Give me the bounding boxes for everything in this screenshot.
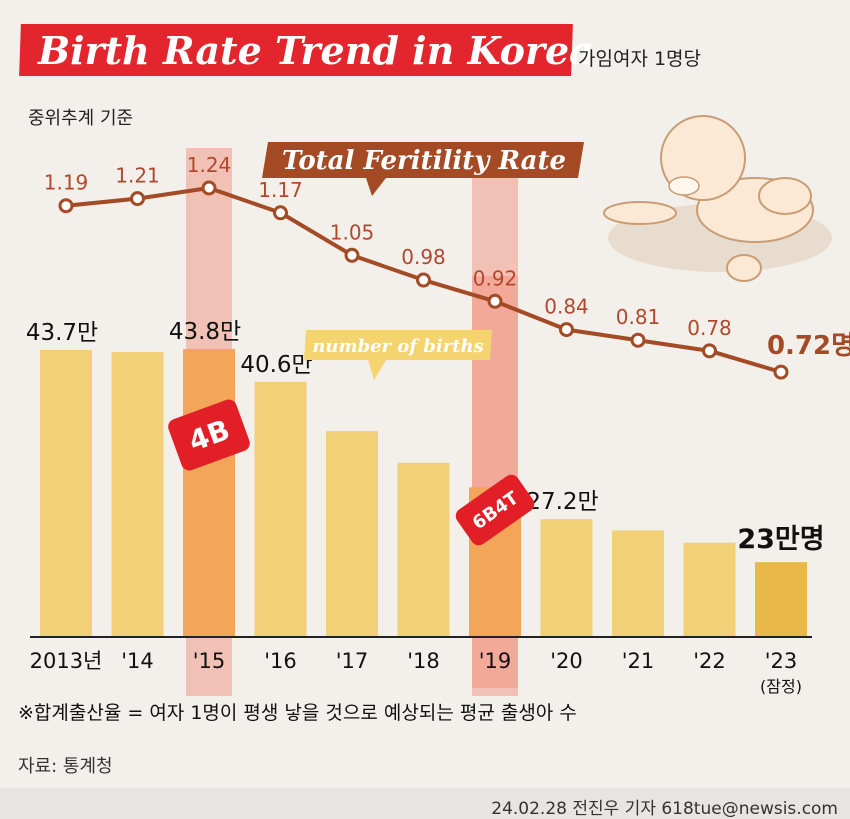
bar-value-label: 43.8만 (169, 319, 241, 345)
x-tick-label: '19 (479, 649, 512, 673)
x-tick-label: '18 (407, 649, 440, 673)
tfr-point (273, 205, 288, 221)
tfr-point (487, 293, 503, 309)
tfr-point (416, 272, 431, 288)
tfr-value-label: 1.19 (44, 171, 89, 195)
bar-value-label: 23만명 (737, 524, 824, 555)
bar-value-label: 40.6만 (240, 352, 312, 378)
tfr-callout-label: Total Feritility Rate (282, 146, 566, 176)
credit-band (0, 788, 850, 819)
tfr-point (702, 343, 717, 359)
x-tick-label: '20 (550, 649, 583, 673)
bar (683, 542, 736, 637)
x-tick-label: '23 (765, 649, 798, 673)
tfr-callout-box (262, 142, 584, 196)
tfr-point (58, 198, 74, 214)
tfr-point (201, 180, 217, 196)
births-callout-box (304, 330, 492, 380)
tfr-value-label: 0.78 (687, 316, 732, 340)
births-callout-label: number of births (312, 336, 483, 357)
x-tick-label: '17 (336, 649, 369, 673)
tfr-point (630, 332, 646, 348)
tfr-value-label: 0.92 (473, 266, 518, 290)
tfr-value-label: 1.17 (258, 178, 303, 202)
tfr-value-label: 0.98 (401, 245, 446, 269)
tfr-point (344, 247, 360, 263)
bar-value-label: 43.7만 (26, 320, 98, 346)
tfr-point (773, 364, 789, 380)
tfr-value-label: 1.24 (187, 153, 232, 177)
baby-illustration-icon (603, 115, 832, 282)
x-tick-label: '15 (193, 649, 226, 673)
unit-note: 가임여자 1명당 (578, 48, 702, 70)
x-tick-note: (잠정) (760, 677, 802, 696)
bar (755, 562, 807, 637)
bar (254, 381, 307, 637)
bar (326, 430, 378, 637)
tfr-value-label: 1.21 (115, 164, 160, 188)
badge: 6B4T (455, 474, 535, 546)
tfr-value-label: 0.84 (544, 295, 589, 319)
tfr-value-label: 0.81 (616, 305, 661, 329)
badge: 4B (168, 399, 250, 471)
x-tick-label: '22 (693, 649, 726, 673)
tfr-point (559, 322, 574, 338)
bar-value-label: 27.2만 (526, 489, 598, 515)
bar (111, 352, 164, 637)
bar (40, 350, 92, 637)
credit-line: 24.02.28 전진우 기자 618tue@newsis.com (491, 799, 838, 819)
basis-note: 중위추계 기준 (28, 108, 134, 129)
source-note: 자료: 통계청 (18, 756, 113, 777)
bar (397, 462, 450, 637)
x-tick-label: 2013년 (30, 649, 103, 673)
x-tick-label: '21 (622, 649, 655, 673)
x-tick-label: '16 (264, 649, 297, 673)
tfr-point (130, 191, 145, 207)
footnote: ※합계출산율 = 여자 1명이 평생 낳을 것으로 예상되는 평균 출생아 수 (18, 702, 577, 724)
bar (183, 348, 235, 637)
tfr-value-label: 1.05 (330, 220, 375, 244)
tfr-value-label: 0.72명 (767, 331, 850, 361)
chart-title: Birth Rate Trend in Korea (38, 28, 594, 73)
bar (612, 530, 664, 637)
x-tick-label: '14 (121, 649, 154, 673)
bar (540, 519, 593, 637)
